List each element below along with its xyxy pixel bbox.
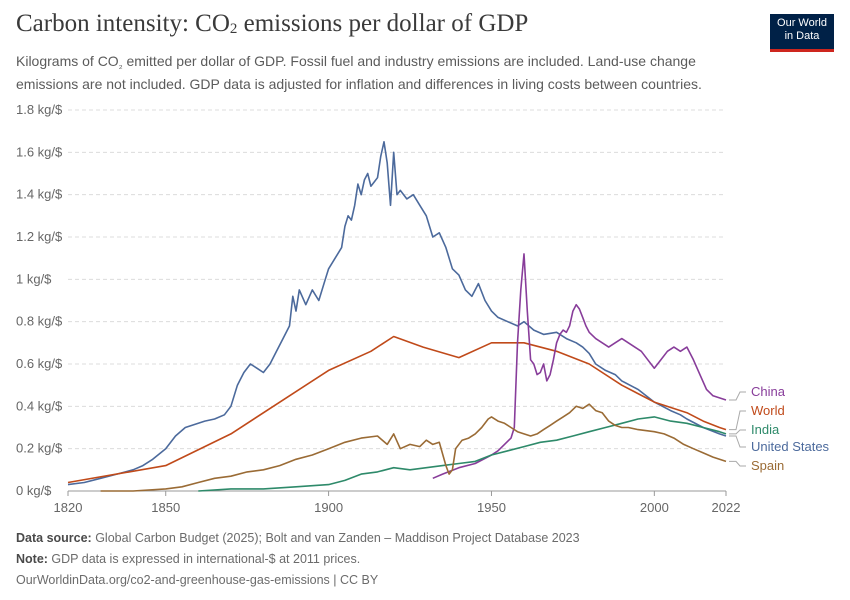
- x-tick-label: 1820: [54, 500, 83, 515]
- legend-labels: United States World China India Spain: [729, 384, 830, 473]
- legend-connector: [729, 429, 746, 435]
- y-tick-label: 1.6 kg/$: [16, 144, 63, 159]
- series-lines: [67, 141, 727, 492]
- series-line-world[interactable]: [67, 335, 727, 484]
- x-tick-label: 2000: [640, 500, 669, 515]
- series-line-united-states[interactable]: [67, 141, 727, 486]
- y-tick-label: 0.6 kg/$: [16, 356, 63, 371]
- y-axis-ticks: 0 kg/$ 0.2 kg/$ 0.4 kg/$ 0.6 kg/$ 0.8 kg/$ 1 …: [16, 102, 63, 498]
- legend-label[interactable]: India: [751, 422, 780, 437]
- series-line-spain[interactable]: [100, 403, 727, 492]
- chart-subtitle: Kilograms of CO₂ emitted per dollar of G…: [16, 53, 702, 92]
- x-tick-label: 1850: [151, 500, 180, 515]
- x-tick-label: 1900: [314, 500, 343, 515]
- x-tick-label: 1950: [477, 500, 506, 515]
- source-url[interactable]: OurWorldinData.org/co2-and-greenhouse-ga…: [16, 573, 379, 587]
- data-source: Data source: Global Carbon Budget (2025)…: [16, 531, 580, 545]
- y-tick-label: 1.2 kg/$: [16, 229, 63, 244]
- x-tick-label: 2022: [712, 500, 741, 515]
- legend-label[interactable]: Spain: [751, 458, 784, 473]
- y-tick-label: 0 kg/$: [16, 483, 52, 498]
- series-line-india[interactable]: [198, 416, 727, 492]
- legend-label[interactable]: World: [751, 403, 785, 418]
- legend-connector: [729, 391, 746, 401]
- note: Note: GDP data is expressed in internati…: [16, 552, 361, 566]
- chart-title: Carbon intensity: CO2 emissions per doll…: [16, 10, 529, 37]
- footer: Data source: Global Carbon Budget (2025)…: [16, 528, 580, 591]
- legend-label[interactable]: United States: [751, 439, 830, 454]
- logo-line-1: Our World: [777, 17, 827, 29]
- y-tick-label: 0.8 kg/$: [16, 314, 63, 329]
- logo-line-2: in Data: [784, 30, 820, 42]
- legend-connector: [729, 460, 746, 467]
- y-tick-label: 0.2 kg/$: [16, 441, 63, 456]
- x-axis: 1820 1850 1900 1950 2000 2022: [54, 491, 741, 515]
- series-line-china[interactable]: [432, 253, 727, 480]
- legend-connector: [729, 435, 746, 448]
- y-tick-label: 1 kg/$: [16, 271, 52, 286]
- y-tick-label: 1.4 kg/$: [16, 187, 63, 202]
- y-tick-label: 0.4 kg/$: [16, 398, 63, 413]
- owid-logo[interactable]: Our World in Data: [770, 14, 834, 52]
- legend-label[interactable]: China: [751, 384, 786, 399]
- grid-lines: [68, 109, 726, 492]
- y-tick-label: 1.8 kg/$: [16, 102, 63, 117]
- legend-connector: [729, 410, 746, 431]
